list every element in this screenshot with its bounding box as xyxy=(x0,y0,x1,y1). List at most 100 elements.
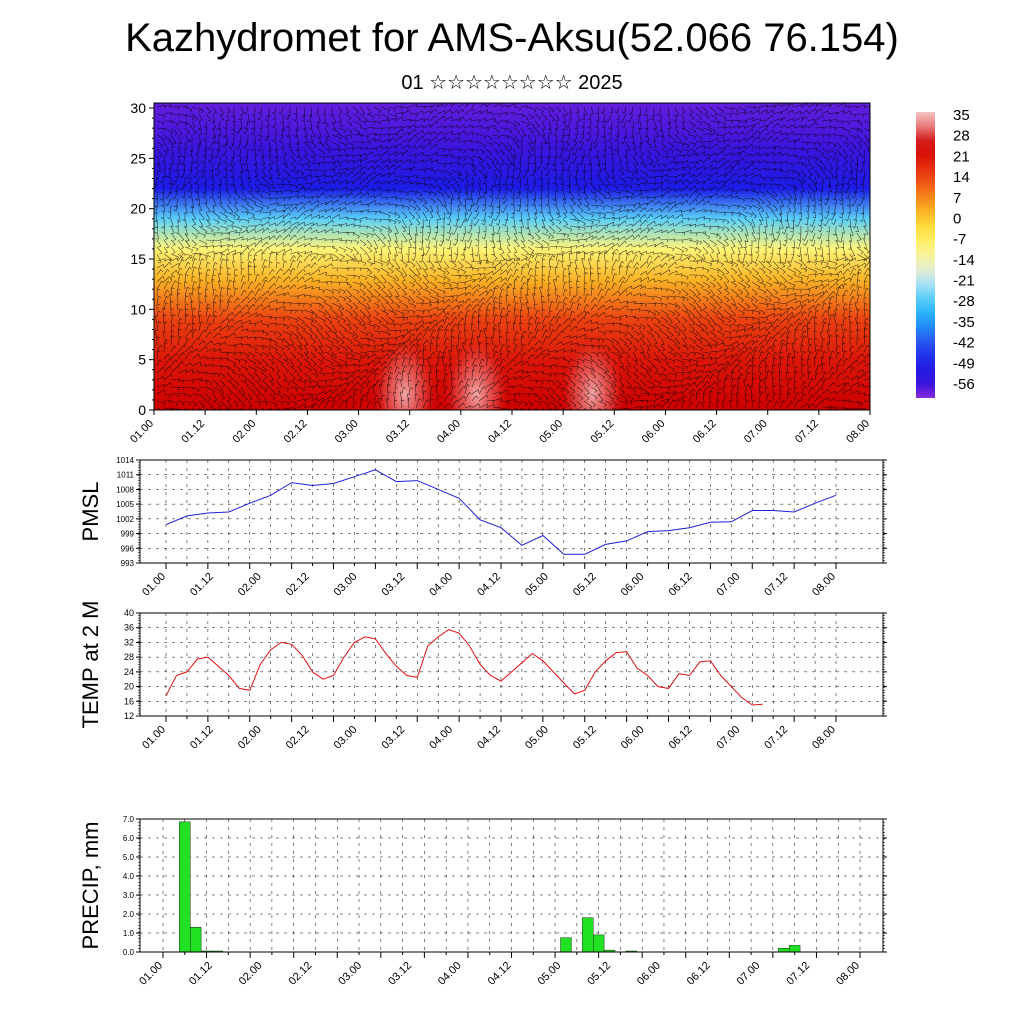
temperature-colorbar: 35 28 21 14 7 0 -7 -14 -21 -28 -35 -42 -49 -56 xyxy=(916,107,975,398)
y-tick-label: 12 xyxy=(124,711,134,721)
x-tick-label: 05.00 xyxy=(535,960,563,988)
x-tick-label: 07.12 xyxy=(784,960,812,988)
precip-bar xyxy=(789,945,801,953)
x-tick-label: 02.00 xyxy=(236,724,264,752)
precip-axis-label: PRECIP, mm xyxy=(78,822,103,950)
precip-panel: 0.0 1.0 2.0 3.0 4.0 5.0 6.0 7.0 01.00 01.12 02.00 0… xyxy=(78,815,887,988)
x-tick-label: 07.12 xyxy=(762,571,790,599)
vertical-section-panel: 0 5 10 15 20 25 30 01.00 01.12 02.00 02.12 03.00 03.… xyxy=(128,100,872,446)
x-tick-label: 02.00 xyxy=(237,960,265,988)
x-tick-label: 02.00 xyxy=(230,418,258,446)
x-tick-label: 03.12 xyxy=(379,724,407,752)
x-tick-label: 05.12 xyxy=(571,724,599,752)
wind-barb-paths xyxy=(154,103,870,410)
y-tick-label: 996 xyxy=(121,544,135,553)
colorbar-label: -21 xyxy=(953,273,975,290)
x-tick-label: 04.12 xyxy=(475,724,503,752)
temp-2m-frame xyxy=(139,612,884,717)
chart-title: Kazhydromet for AMS-Aksu(52.066 76.154) xyxy=(125,16,899,60)
colorbar-label: 14 xyxy=(953,169,970,186)
temp-2m-panel: 12 16 20 24 28 32 36 40 01.00 01.12 02.00 02.12 03.0… xyxy=(78,601,887,752)
x-tick-label: 08.00 xyxy=(844,418,872,446)
y-tick-label: 28 xyxy=(124,652,134,662)
x-tick-label: 06.00 xyxy=(635,960,663,988)
y-tick-label: 32 xyxy=(124,637,134,647)
y-tick-label: 4.0 xyxy=(123,872,135,881)
x-tick-label: 04.12 xyxy=(475,571,503,599)
y-tick-label: 3.0 xyxy=(123,891,135,900)
y-tick-label: 1008 xyxy=(116,485,134,494)
x-tick-label: 02.00 xyxy=(236,571,264,599)
x-tick-label: 08.00 xyxy=(810,571,838,599)
colorbar-label: 28 xyxy=(953,128,970,145)
x-tick-label: 04.00 xyxy=(427,571,455,599)
precip-bar xyxy=(593,934,605,953)
y-tick-label: 20 xyxy=(130,201,146,217)
pmsl-frame xyxy=(139,459,884,564)
x-tick-label: 05.00 xyxy=(523,571,551,599)
y-tick-label: 6.0 xyxy=(123,834,135,843)
x-tick-label: 07.00 xyxy=(742,418,770,446)
precip-bar xyxy=(189,927,202,953)
x-tick-label: 05.00 xyxy=(537,418,565,446)
y-tick-label: 20 xyxy=(124,682,134,692)
y-tick-label: 25 xyxy=(130,150,146,166)
x-tick-label: 07.00 xyxy=(735,960,763,988)
y-tick-label: 24 xyxy=(124,667,134,677)
x-tick-label: 04.12 xyxy=(486,960,514,988)
section-clip-group xyxy=(154,103,870,410)
precip-bar xyxy=(179,821,191,953)
colorbar-label: -49 xyxy=(953,355,975,372)
colorbar-label: 35 xyxy=(953,107,970,124)
pmsl-series-line xyxy=(165,469,837,555)
y-tick-label: 1014 xyxy=(116,456,134,465)
x-tick-label: 03.12 xyxy=(386,960,414,988)
x-tick-label: 04.00 xyxy=(435,418,463,446)
x-tick-label: 06.00 xyxy=(619,724,647,752)
pmsl-panel: 993 996 999 1002 1005 1008 1011 1014 01.00 01.12 0… xyxy=(78,456,887,599)
y-tick-label: 10 xyxy=(130,301,146,317)
y-tick-label: 1011 xyxy=(117,471,135,480)
y-tick-label: 16 xyxy=(124,696,134,706)
precip-bar xyxy=(560,937,572,953)
x-tick-label: 02.12 xyxy=(284,571,312,599)
temp-2m-axis-label: TEMP at 2 M xyxy=(78,601,103,729)
colorbar-label: 7 xyxy=(953,190,961,207)
y-tick-label: 0.0 xyxy=(123,948,135,957)
x-tick-label: 08.00 xyxy=(810,724,838,752)
x-tick-label: 03.12 xyxy=(379,571,407,599)
x-tick-label: 06.12 xyxy=(691,418,719,446)
x-tick-label: 03.00 xyxy=(336,960,364,988)
x-tick-label: 07.00 xyxy=(714,724,742,752)
colorbar-label: 21 xyxy=(953,148,970,165)
y-tick-label: 999 xyxy=(121,530,135,539)
y-tick-label: 1002 xyxy=(116,515,134,524)
x-tick-label: 01.12 xyxy=(187,960,215,988)
x-tick-label: 05.12 xyxy=(571,571,599,599)
pmsl-axis-label: PMSL xyxy=(78,482,103,542)
x-tick-label: 07.00 xyxy=(714,571,742,599)
x-tick-label: 08.00 xyxy=(834,960,862,988)
y-tick-label: 7.0 xyxy=(123,815,135,824)
colorbar-label: -7 xyxy=(953,231,966,248)
colorbar-label: -35 xyxy=(953,314,975,331)
y-tick-label: 993 xyxy=(121,559,135,568)
precip-bar xyxy=(582,917,594,953)
colorbar-label: -56 xyxy=(953,376,975,393)
y-tick-label: 36 xyxy=(124,623,134,633)
x-tick-label: 03.00 xyxy=(332,571,360,599)
x-tick-label: 02.12 xyxy=(284,724,312,752)
x-tick-label: 05.00 xyxy=(523,724,551,752)
x-tick-label: 03.00 xyxy=(333,418,361,446)
x-tick-label: 01.00 xyxy=(137,960,165,988)
y-tick-label: 40 xyxy=(124,608,134,618)
x-tick-label: 07.12 xyxy=(762,724,790,752)
y-tick-label: 2.0 xyxy=(123,910,135,919)
chart-subtitle: 01 ☆☆☆☆☆☆☆☆ 2025 xyxy=(401,72,623,94)
x-tick-label: 03.00 xyxy=(332,724,360,752)
x-tick-label: 06.12 xyxy=(685,960,713,988)
x-tick-label: 04.12 xyxy=(486,418,514,446)
x-tick-label: 06.00 xyxy=(619,571,647,599)
x-tick-label: 04.00 xyxy=(427,724,455,752)
y-tick-label: 15 xyxy=(130,251,146,267)
